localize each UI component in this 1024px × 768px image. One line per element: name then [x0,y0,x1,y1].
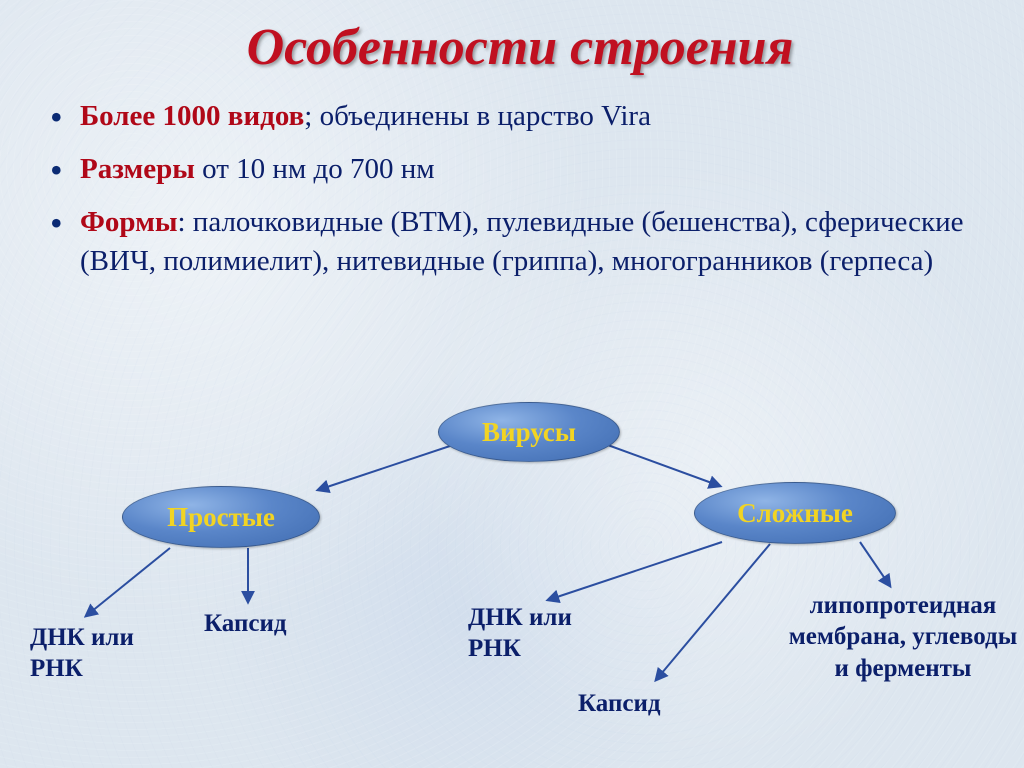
diagram-leaf: ДНК или РНК [30,622,140,685]
diagram-node-complex: Сложные [694,482,896,544]
bullet-rest: ; объединены в царство Vira [304,100,651,132]
bullet-item: Формы: палочковидные (ВТМ), пулевидные (… [50,203,990,281]
bullet-rest: от 10 нм до 700 нм [195,153,435,185]
node-label: Вирусы [482,417,576,448]
diagram-leaf: Капсид [204,608,344,639]
bullet-list: Более 1000 видов; объединены в царство V… [50,97,990,282]
node-label: Простые [167,502,275,533]
bullet-item: Более 1000 видов; объединены в царство V… [50,97,990,136]
slide-title: Особенности строения [50,18,990,77]
bullet-lead: Размеры [80,153,195,185]
diagram-leaf: ДНК или РНК [468,602,588,665]
virus-classification-diagram: Вирусы Простые Сложные ДНК или РНК Капси… [0,390,1024,760]
diagram-leaf: липопротеидная мембрана, углеводы и ферм… [788,590,1018,684]
slide-content: Особенности строения Более 1000 видов; о… [0,0,1024,768]
diagram-node-root: Вирусы [438,402,620,462]
bullet-lead: Более 1000 видов [80,100,304,132]
node-label: Сложные [737,498,853,529]
bullet-item: Размеры от 10 нм до 700 нм [50,150,990,189]
diagram-node-simple: Простые [122,486,320,548]
diagram-leaf: Капсид [578,688,718,719]
bullet-rest: : палочковидные (ВТМ), пулевидные (бешен… [80,206,964,277]
bullet-lead: Формы [80,206,178,238]
